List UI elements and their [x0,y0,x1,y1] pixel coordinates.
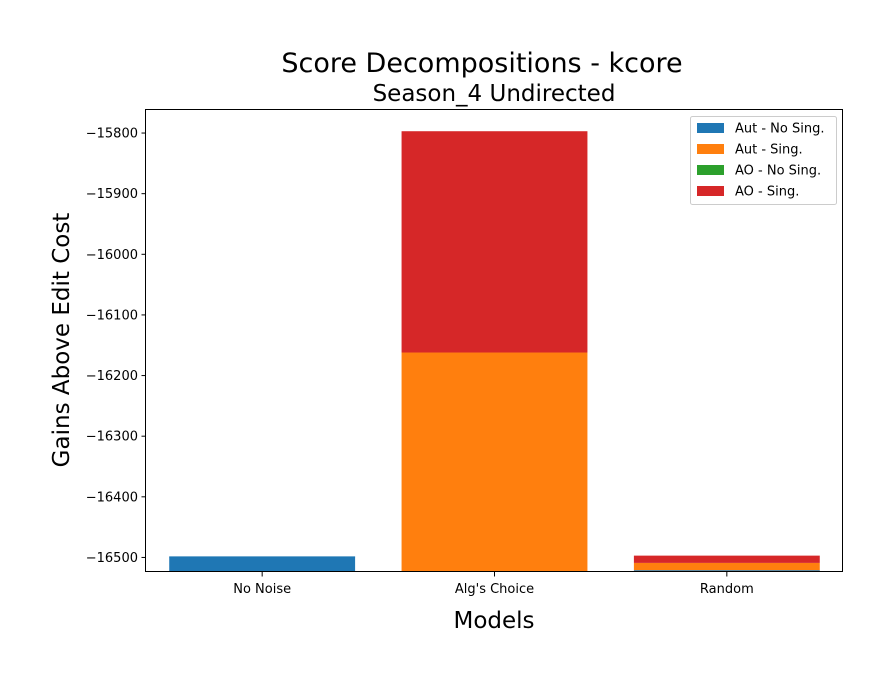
y-tick-label: −16100 [86,308,138,323]
y-tick-label: −16200 [86,369,138,384]
y-tick-label: −16400 [86,490,138,505]
x-tick-label: No Noise [233,582,291,597]
y-tick-label: −15800 [86,127,138,142]
legend-box [690,116,837,205]
legend-label: AO - No Sing. [735,164,821,179]
y-axis-ticks: −15800 −15900 −16000 −16100 −16200 −16300 −164… [86,127,146,566]
x-axis-label: Models [453,608,534,634]
chart-subtitle: Season_4 Undirected [373,81,616,107]
legend-swatch [697,165,724,175]
bars [169,131,820,572]
legend-swatch [697,123,724,133]
y-tick-label: −16500 [86,551,138,566]
bar-ao-sing--random [633,555,820,563]
bar-ao-sing--alg-s-choice [401,131,588,353]
bar-aut-no-sing--no-noise [169,556,356,572]
bar-aut-sing--random [633,562,820,571]
plot-frame [145,109,843,572]
legend-label: Aut - Sing. [735,143,803,158]
legend-swatch [697,144,724,154]
x-axis-ticks: No Noise Alg's Choice Random [233,572,754,597]
legend-label: Aut - No Sing. [735,122,824,137]
legend-label: AO - Sing. [735,185,799,200]
y-axis-label: Gains Above Edit Cost [49,213,75,468]
legend: Aut - No Sing. Aut - Sing. AO - No Sing. AO… [690,116,837,205]
bar-aut-sing--alg-s-choice [401,352,588,572]
y-tick-label: −16300 [86,430,138,445]
chart-title: Score Decompositions - kcore [281,48,682,79]
x-tick-label: Alg's Choice [455,582,534,597]
x-tick-label: Random [700,582,754,597]
y-tick-label: −16000 [86,248,138,263]
y-tick-label: −15900 [86,187,138,202]
legend-swatch [697,186,724,196]
